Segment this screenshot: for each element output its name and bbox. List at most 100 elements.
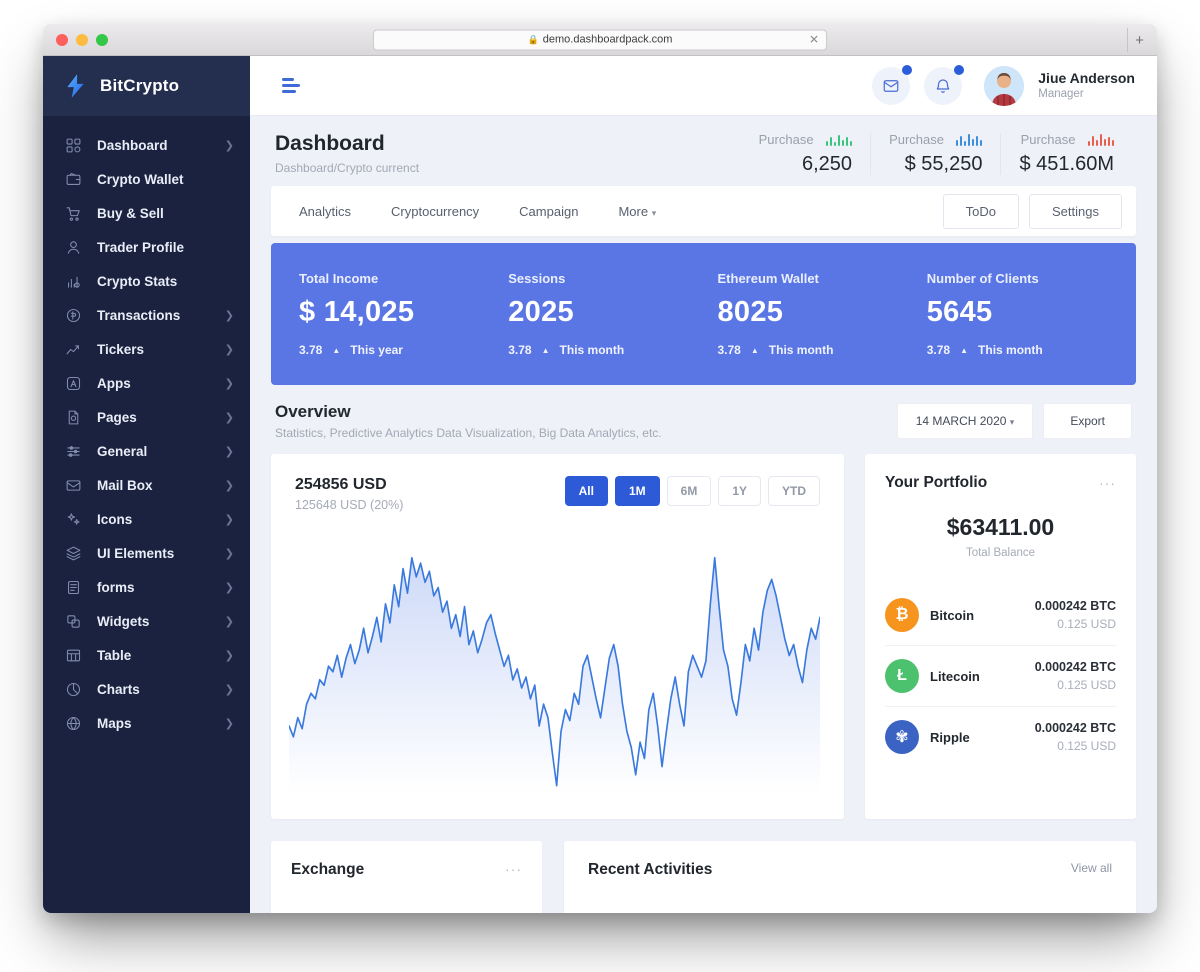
user-avatar[interactable] <box>984 65 1025 106</box>
tab-campaign[interactable]: Campaign <box>519 203 579 219</box>
asset-row[interactable]: ✾ Ripple 0.000242 BTC 0.125 USD <box>885 707 1116 767</box>
address-bar[interactable]: 🔒 demo.dashboardpack.com ✕ <box>373 29 827 50</box>
recent-activities-card: Recent Activities View all <box>564 841 1136 913</box>
arrow-up-icon: ▲ <box>541 345 550 355</box>
sidebar-item-dashboard[interactable]: Dashboard ❯ <box>43 128 250 162</box>
stats-icon <box>64 272 82 290</box>
asset-row[interactable]: ₿ Bitcoin 0.000242 BTC 0.125 USD <box>885 585 1116 646</box>
range-button-1y[interactable]: 1Y <box>718 476 761 506</box>
sidebar-item-crypto-stats[interactable]: Crypto Stats <box>43 264 250 298</box>
minimize-window-button[interactable] <box>76 33 88 46</box>
exchange-title: Exchange <box>291 861 365 878</box>
sidebar-item-table[interactable]: Table ❯ <box>43 638 250 672</box>
chevron-right-icon: ❯ <box>224 581 234 594</box>
asset-name: Bitcoin <box>930 607 975 623</box>
sidebar-item-maps[interactable]: Maps ❯ <box>43 706 250 740</box>
mini-bar-chart-icon <box>955 133 983 146</box>
sidebar-item-apps[interactable]: Apps ❯ <box>43 366 250 400</box>
sidebar-item-crypto-wallet[interactable]: Crypto Wallet <box>43 162 250 196</box>
purchase-value: $ 451.60M <box>1019 153 1114 175</box>
band-stat-period: This month <box>559 343 625 357</box>
sidebar-item-widgets[interactable]: Widgets ❯ <box>43 604 250 638</box>
avatar-photo <box>984 65 1025 106</box>
chevron-right-icon: ❯ <box>224 649 234 662</box>
chevron-right-icon: ❯ <box>224 343 234 356</box>
user-info[interactable]: Jiue Anderson Manager <box>1038 70 1135 102</box>
total-balance-label: Total Balance <box>965 547 1036 559</box>
hamburger-menu-button[interactable] <box>282 78 300 93</box>
purchase-stats: Purchase 6,250 Purchase $ 55,250 Purchase $ 4… <box>741 132 1132 176</box>
user-role: Manager <box>1038 88 1084 101</box>
notifications-button[interactable] <box>924 64 965 105</box>
messages-button[interactable] <box>872 64 913 105</box>
purchase-label: Purchase <box>1020 132 1076 147</box>
user-name: Jiue Anderson <box>1038 69 1135 86</box>
date-picker-button[interactable]: 14 MARCH 2020 ▾ <box>896 403 1034 439</box>
sidebar-item-ui-elements[interactable]: UI Elements ❯ <box>43 536 250 570</box>
settings-button[interactable]: Settings <box>1029 193 1122 229</box>
purchase-stat: Purchase $ 451.60M <box>1001 132 1132 176</box>
sidebar-item-label: Tickers <box>97 341 145 357</box>
page-title: Dashboard <box>275 132 385 155</box>
close-window-button[interactable] <box>56 33 68 46</box>
chevron-right-icon: ❯ <box>224 717 234 730</box>
chevron-right-icon: ❯ <box>224 479 234 492</box>
tab-cryptocurrency[interactable]: Cryptocurrency <box>391 203 480 219</box>
view-all-link[interactable]: View all <box>1070 861 1112 875</box>
price-area-chart[interactable] <box>289 522 820 819</box>
band-stat-label: Number of Clients <box>926 271 1039 286</box>
main-area: Jiue Anderson Manager Dashboard Dashboar… <box>250 56 1157 913</box>
chevron-right-icon: ❯ <box>224 547 234 560</box>
range-button-6m[interactable]: 6M <box>666 476 712 506</box>
export-button[interactable]: Export <box>1043 403 1132 439</box>
exchange-menu-icon[interactable]: ··· <box>505 861 522 877</box>
sidebar-item-tickers[interactable]: Tickers ❯ <box>43 332 250 366</box>
sidebar-item-icons[interactable]: Icons ❯ <box>43 502 250 536</box>
sidebar-item-trader-profile[interactable]: Trader Profile <box>43 230 250 264</box>
sidebar-item-label: Icons <box>97 511 133 527</box>
band-stat-value: 2025 <box>508 296 574 328</box>
band-stat-period: This year <box>350 343 403 357</box>
sidebar-item-transactions[interactable]: Transactions ❯ <box>43 298 250 332</box>
asset-amount: 0.000242 BTC <box>1034 599 1116 613</box>
bitcoin-icon: ₿ <box>885 598 919 632</box>
sidebar-item-forms[interactable]: forms ❯ <box>43 570 250 604</box>
new-tab-button[interactable]: + <box>1127 28 1151 52</box>
chevron-right-icon: ❯ <box>224 309 234 322</box>
asset-row[interactable]: Ł Litecoin 0.000242 BTC 0.125 USD <box>885 646 1116 707</box>
range-button-1m[interactable]: 1M <box>614 476 660 506</box>
purchase-stat: Purchase 6,250 <box>741 132 870 176</box>
page-icon <box>64 408 82 426</box>
stop-loading-icon[interactable]: ✕ <box>808 32 819 47</box>
sidebar-item-pages[interactable]: Pages ❯ <box>43 400 250 434</box>
arrow-up-icon: ▲ <box>332 345 341 355</box>
wallet-icon <box>64 170 82 188</box>
chevron-right-icon: ❯ <box>224 377 234 390</box>
tab-more[interactable]: More ▾ <box>618 204 656 219</box>
appstore-icon <box>64 374 82 392</box>
sidebar-item-general[interactable]: General ❯ <box>43 434 250 468</box>
sidebar-item-charts[interactable]: Charts ❯ <box>43 672 250 706</box>
sidebar-item-label: Pages <box>97 409 137 425</box>
logo[interactable]: BitCrypto <box>43 56 250 116</box>
overview-title: Overview <box>275 402 351 421</box>
zoom-window-button[interactable] <box>96 33 108 46</box>
purchase-stat: Purchase $ 55,250 <box>871 132 1000 176</box>
asset-usd-value: 0.125 USD <box>1057 739 1116 753</box>
arrow-up-icon: ▲ <box>750 345 759 355</box>
chevron-right-icon: ❯ <box>224 615 234 628</box>
portfolio-menu-icon[interactable]: ··· <box>1099 475 1116 491</box>
sparkles-icon <box>64 510 82 528</box>
range-button-all[interactable]: All <box>564 476 608 506</box>
band-stat-value: 5645 <box>926 296 993 328</box>
todo-button[interactable]: ToDo <box>942 193 1020 229</box>
sidebar-item-label: UI Elements <box>97 545 175 561</box>
range-button-ytd[interactable]: YTD <box>768 476 820 506</box>
band-stat-delta: 3.78 <box>299 343 323 357</box>
band-stat-value: $ 14,025 <box>299 296 415 328</box>
sidebar-item-mail-box[interactable]: Mail Box ❯ <box>43 468 250 502</box>
tab-analytics[interactable]: Analytics <box>299 203 352 219</box>
sidebar-item-buy-sell[interactable]: Buy & Sell <box>43 196 250 230</box>
sidebar-item-label: Dashboard <box>97 137 168 153</box>
tabs-bar: Analytics Cryptocurrency Campaign More ▾… <box>271 186 1136 236</box>
